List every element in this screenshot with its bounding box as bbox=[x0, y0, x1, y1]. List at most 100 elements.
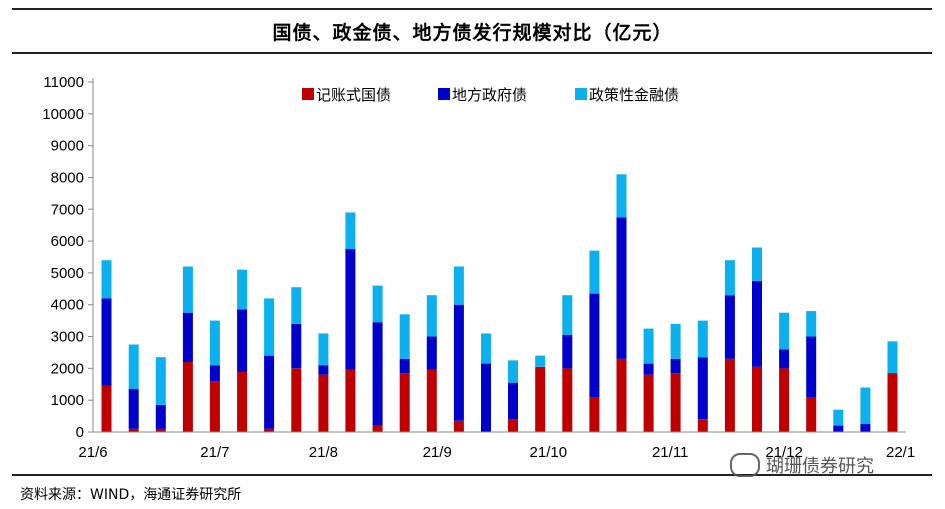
x-tick-label: 21/6 bbox=[78, 444, 107, 461]
legend-swatch-series-1 bbox=[302, 88, 314, 100]
bar-segment-series-3 bbox=[426, 295, 437, 337]
legend: 记账式国债 地方政府债 政策性金融债 bbox=[302, 86, 679, 104]
watermark-text: 瑚珊债券研究 bbox=[766, 456, 874, 477]
bar-segment-series-1 bbox=[209, 381, 220, 432]
bar-segment-series-2 bbox=[426, 336, 437, 370]
bar-segment-series-1 bbox=[426, 370, 437, 432]
bar-segment-series-3 bbox=[318, 333, 329, 366]
bar-segment-series-3 bbox=[155, 357, 166, 405]
y-tick-label: 0 bbox=[76, 424, 84, 441]
source-note: 资料来源：WIND，海通证券研究所 bbox=[20, 487, 242, 503]
legend-label-series-1: 记账式国债 bbox=[316, 86, 391, 104]
title-rule bbox=[12, 52, 932, 54]
bar-segment-series-2 bbox=[616, 217, 627, 359]
bar-segment-series-1 bbox=[372, 425, 383, 432]
bar-segment-series-3 bbox=[752, 247, 762, 281]
bar-segment-series-2 bbox=[237, 309, 248, 372]
legend-label-series-2: 地方政府债 bbox=[452, 86, 527, 104]
bar-segment-series-3 bbox=[589, 250, 600, 294]
bar-segment-series-3 bbox=[535, 355, 546, 367]
y-axis: 0 1000 2000 3000 4000 5000 6000 7000 8000 9000 100… bbox=[42, 74, 94, 441]
bar-segment-series-2 bbox=[806, 336, 817, 397]
bar-segment-series-2 bbox=[264, 355, 275, 429]
legend-label-series-3: 政策性金融债 bbox=[589, 86, 679, 104]
x-axis: 21/6 21/7 21/8 21/9 21/10 21/11 21/12 22/1 bbox=[78, 431, 915, 461]
y-tick-label: 11000 bbox=[43, 74, 84, 91]
bar-segment-series-2 bbox=[128, 389, 139, 429]
bar-segment-series-2 bbox=[399, 358, 410, 374]
bar-segment-series-2 bbox=[182, 312, 193, 362]
bar-segment-series-2 bbox=[724, 295, 735, 359]
stacked-bar-chart: 0 1000 2000 3000 4000 5000 6000 7000 8000 9000 100… bbox=[42, 74, 915, 461]
bar-segment-series-1 bbox=[399, 373, 410, 432]
bar-segment-series-2 bbox=[209, 365, 220, 382]
y-tick-label: 7000 bbox=[51, 201, 84, 218]
bar-segment-series-1 bbox=[237, 371, 248, 432]
x-tick-label: 21/9 bbox=[423, 444, 452, 461]
bar-segment-series-3 bbox=[670, 323, 681, 359]
bar-segment-series-1 bbox=[562, 368, 573, 432]
bar-segment-series-1 bbox=[182, 362, 193, 432]
bar-segment-series-1 bbox=[318, 374, 329, 432]
bar-segment-series-2 bbox=[589, 293, 600, 397]
x-tick-label: 21/7 bbox=[200, 444, 229, 461]
bar-segment-series-3 bbox=[887, 341, 898, 374]
bar-segment-series-1 bbox=[264, 428, 275, 432]
bar-segment-series-2 bbox=[291, 323, 302, 369]
bar-segment-series-2 bbox=[643, 363, 654, 375]
bar-segment-series-1 bbox=[724, 358, 735, 432]
bar-segment-series-3 bbox=[182, 266, 193, 313]
bar-segment-series-3 bbox=[643, 328, 654, 364]
bar-segment-series-2 bbox=[670, 358, 681, 374]
bar-segment-series-3 bbox=[264, 298, 275, 356]
bar-segment-series-1 bbox=[508, 419, 518, 432]
bar-segment-series-1 bbox=[752, 366, 762, 432]
bar-segment-series-1 bbox=[616, 358, 627, 432]
bar-segment-series-2 bbox=[779, 349, 790, 369]
bar-segment-series-1 bbox=[779, 368, 790, 432]
bar-segment-series-3 bbox=[237, 269, 248, 310]
bar-segment-series-2 bbox=[155, 405, 166, 429]
x-tick-label: 22/1 bbox=[886, 444, 915, 461]
bar-segment-series-3 bbox=[345, 212, 356, 250]
x-tick-label: 21/11 bbox=[652, 444, 688, 461]
bar-segment-series-2 bbox=[833, 425, 844, 432]
bar-segment-series-3 bbox=[291, 287, 302, 324]
y-tick-label: 5000 bbox=[51, 265, 84, 282]
bar-segment-series-1 bbox=[535, 366, 546, 432]
y-tick-label: 2000 bbox=[51, 360, 84, 377]
bar-segment-series-1 bbox=[589, 397, 600, 432]
bar-segment-series-3 bbox=[779, 312, 790, 350]
bar-segment-series-2 bbox=[562, 335, 573, 369]
bar-segment-series-1 bbox=[670, 373, 681, 432]
y-tick-label: 4000 bbox=[51, 297, 84, 314]
bar-segment-series-2 bbox=[860, 424, 871, 432]
bar-segment-series-3 bbox=[616, 174, 627, 218]
bar-segment-series-2 bbox=[481, 363, 491, 432]
bar-segment-series-2 bbox=[345, 249, 356, 370]
bar-segment-series-3 bbox=[806, 311, 817, 337]
bar-segment-series-1 bbox=[643, 374, 654, 432]
bar-segment-series-1 bbox=[887, 373, 898, 432]
bar-segment-series-1 bbox=[697, 419, 708, 432]
bar-segment-series-1 bbox=[155, 428, 166, 432]
bar-segment-series-3 bbox=[128, 344, 139, 389]
bar-segment-series-3 bbox=[724, 260, 735, 296]
x-tick-label: 21/12 bbox=[765, 444, 803, 461]
bar-segment-series-1 bbox=[345, 370, 356, 432]
bar-segment-series-3 bbox=[372, 285, 383, 323]
y-tick-label: 10000 bbox=[42, 106, 84, 123]
legend-swatch-series-3 bbox=[575, 88, 587, 100]
top-rule bbox=[12, 8, 932, 10]
bar-segment-series-3 bbox=[481, 333, 491, 364]
bar-segment-series-3 bbox=[697, 320, 708, 358]
bar-segment-series-3 bbox=[101, 260, 112, 299]
y-tick-label: 6000 bbox=[51, 233, 84, 250]
bar-segment-series-1 bbox=[101, 385, 112, 432]
y-tick-label: 3000 bbox=[51, 329, 84, 346]
bar-segment-series-3 bbox=[209, 320, 220, 366]
bar-segment-series-2 bbox=[101, 298, 112, 386]
bar-segment-series-3 bbox=[860, 387, 871, 425]
bar-segment-series-2 bbox=[508, 382, 518, 420]
y-tick-label: 8000 bbox=[51, 169, 84, 186]
